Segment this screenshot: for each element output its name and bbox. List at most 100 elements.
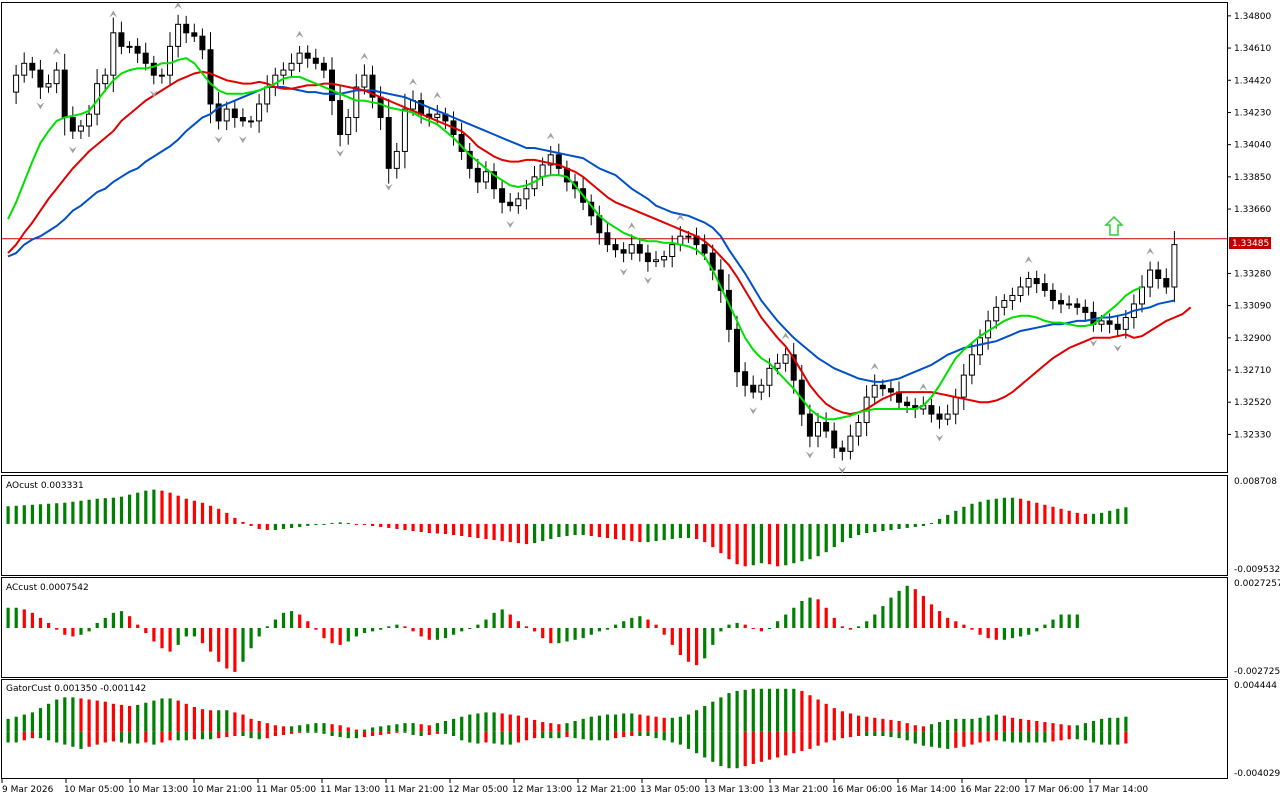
bear-candle	[806, 413, 813, 437]
ac-bar	[379, 628, 383, 630]
ao-bar	[913, 523, 917, 527]
gator-bar	[1083, 723, 1087, 732]
gator-lower-bar	[249, 731, 253, 739]
ao-bar	[249, 523, 253, 526]
gator-bar	[273, 725, 277, 732]
gator-bar	[938, 722, 942, 732]
gator-bar	[306, 724, 310, 732]
bear-candle	[118, 32, 125, 47]
gator-bar	[646, 715, 650, 732]
ac-bar	[646, 619, 650, 628]
ao-bar	[905, 523, 909, 528]
ac-scale-top: 0.0027257	[1234, 579, 1280, 589]
ao-bar	[500, 523, 504, 542]
price-axis-label: 1.34610	[1234, 44, 1271, 54]
ao-bar	[533, 523, 537, 544]
gator-lower-bar	[217, 731, 221, 739]
gator-lower-bar	[354, 731, 358, 739]
gator-lower-bar	[873, 731, 877, 737]
gator-pane[interactable]	[6, 688, 1128, 769]
gator-lower-bar	[808, 731, 812, 749]
ao-bar	[784, 523, 788, 566]
main-price-pane[interactable]	[2, 2, 1227, 474]
bear-candle	[150, 62, 157, 76]
gator-lower-bar	[322, 731, 326, 734]
bull-candle	[766, 367, 773, 386]
gator-bar	[913, 725, 917, 732]
ao-bar	[379, 523, 383, 527]
ac-bar	[873, 614, 877, 628]
gator-lower-bar	[500, 731, 504, 745]
ac-bar	[1067, 614, 1071, 628]
gator-bar	[848, 713, 853, 732]
gator-lower-bar	[452, 731, 456, 737]
gator-lower-bar	[889, 731, 893, 738]
gator-bar	[662, 717, 666, 732]
bear-candle	[1049, 289, 1056, 302]
price-axis-label: 1.33660	[1234, 205, 1271, 215]
price-axis-label: 1.34230	[1234, 108, 1271, 118]
ac-bar	[95, 622, 99, 628]
ac-bar	[516, 621, 520, 628]
time-axis-label: 10 Mar 13:00	[128, 785, 188, 795]
ac-bar	[670, 628, 674, 645]
bull-candle	[1122, 316, 1129, 330]
gator-lower-bar	[978, 731, 982, 743]
ac-bar	[476, 624, 480, 628]
bear-candle	[701, 244, 708, 254]
ao-bar	[1083, 513, 1087, 524]
bull-candle	[758, 384, 765, 393]
ao-bar	[857, 523, 861, 536]
bull-candle	[53, 69, 60, 85]
ac-bar	[541, 628, 545, 639]
ao-pane[interactable]	[6, 489, 1128, 567]
ao-bar	[322, 523, 326, 525]
ao-bar	[954, 510, 958, 524]
ac-bar	[1035, 628, 1039, 632]
bear-candle	[329, 69, 335, 102]
gator-bar	[597, 715, 601, 732]
bull-candle	[547, 154, 554, 166]
fractal-down-icon	[1113, 344, 1122, 352]
bear-candle	[839, 447, 846, 452]
ao-bar	[816, 523, 820, 557]
bull-candle	[1025, 278, 1032, 288]
bull-candle	[782, 354, 789, 364]
fractal-down-icon	[36, 102, 45, 110]
ac-bar	[686, 628, 691, 662]
ao-bar	[1100, 512, 1104, 524]
gator-bar	[516, 715, 520, 732]
ao-pane-frame	[1, 475, 1228, 576]
gator-bar	[630, 713, 634, 732]
bull-candle	[944, 413, 951, 420]
gator-lower-bar	[776, 731, 780, 758]
gator-lower-bar	[379, 731, 383, 735]
bear-candle	[734, 328, 740, 373]
gator-lower-bar	[670, 731, 674, 743]
gator-bar	[346, 727, 350, 732]
bear-candle	[69, 117, 76, 132]
gator-lower-bar	[1059, 731, 1063, 741]
gator-bar	[776, 688, 780, 732]
ac-pane[interactable]	[6, 585, 1079, 672]
gator-lower-bar	[95, 731, 99, 745]
gator-lower-bar	[1010, 731, 1015, 743]
gator-lower-bar	[581, 731, 585, 740]
gator-lower-bar	[395, 731, 399, 733]
bear-candle	[369, 74, 376, 98]
ao-bar	[111, 497, 115, 524]
gator-bar	[767, 688, 772, 732]
gator-lower-bar	[290, 731, 294, 734]
gator-bar	[14, 716, 18, 732]
ao-bar	[38, 504, 43, 524]
gator-bar	[614, 714, 618, 732]
gator-lower-bar	[905, 731, 909, 741]
gator-lower-bar	[994, 731, 998, 741]
gator-bar	[152, 700, 156, 732]
ac-bar	[865, 621, 869, 628]
gator-bar	[986, 715, 990, 732]
gator-lower-bar	[47, 731, 51, 741]
gator-lower-bar	[87, 731, 91, 747]
gator-bar	[128, 705, 132, 732]
